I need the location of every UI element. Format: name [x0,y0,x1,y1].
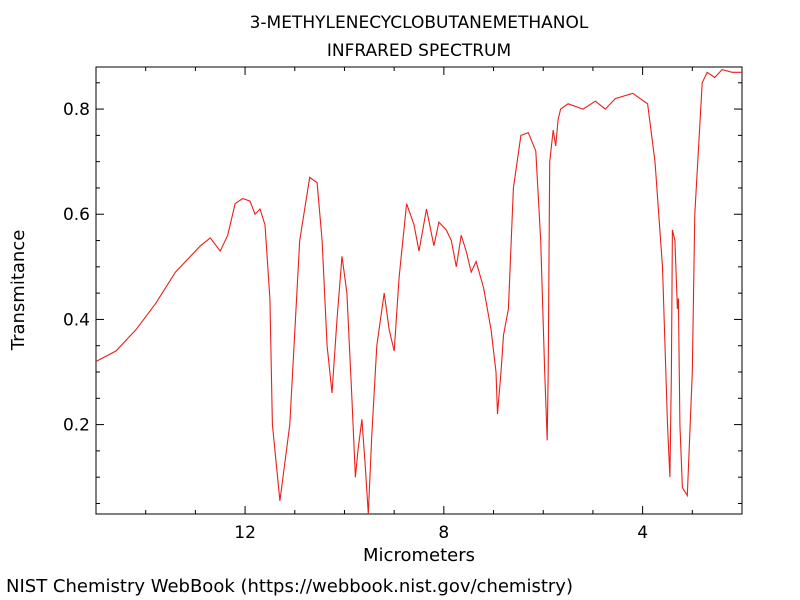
transmittance-line [95,68,742,515]
source-credit: NIST Chemistry WebBook (https://webbook.… [6,576,573,597]
chart-subtitle: INFRARED SPECTRUM [327,41,511,61]
x-tick-label: 8 [438,523,449,543]
y-tick-label: 0.4 [63,310,90,330]
plot-area-frame [95,66,743,515]
y-tick-label: 0.2 [63,416,90,436]
axis-tick-labels: 12 8 4 0.2 0.4 0.6 0.8 [63,100,648,543]
x-tick-label: 4 [637,523,648,543]
axis-ticks [95,67,743,514]
chart-title: 3-METHYLENECYCLOBUTANEMETHANOL [250,13,589,33]
x-axis-label: Micrometers [363,545,475,566]
y-tick-label: 0.6 [63,205,90,225]
y-tick-label: 0.8 [63,100,90,120]
y-axis-label: Transmitance [8,230,29,352]
x-tick-label: 12 [234,523,256,543]
